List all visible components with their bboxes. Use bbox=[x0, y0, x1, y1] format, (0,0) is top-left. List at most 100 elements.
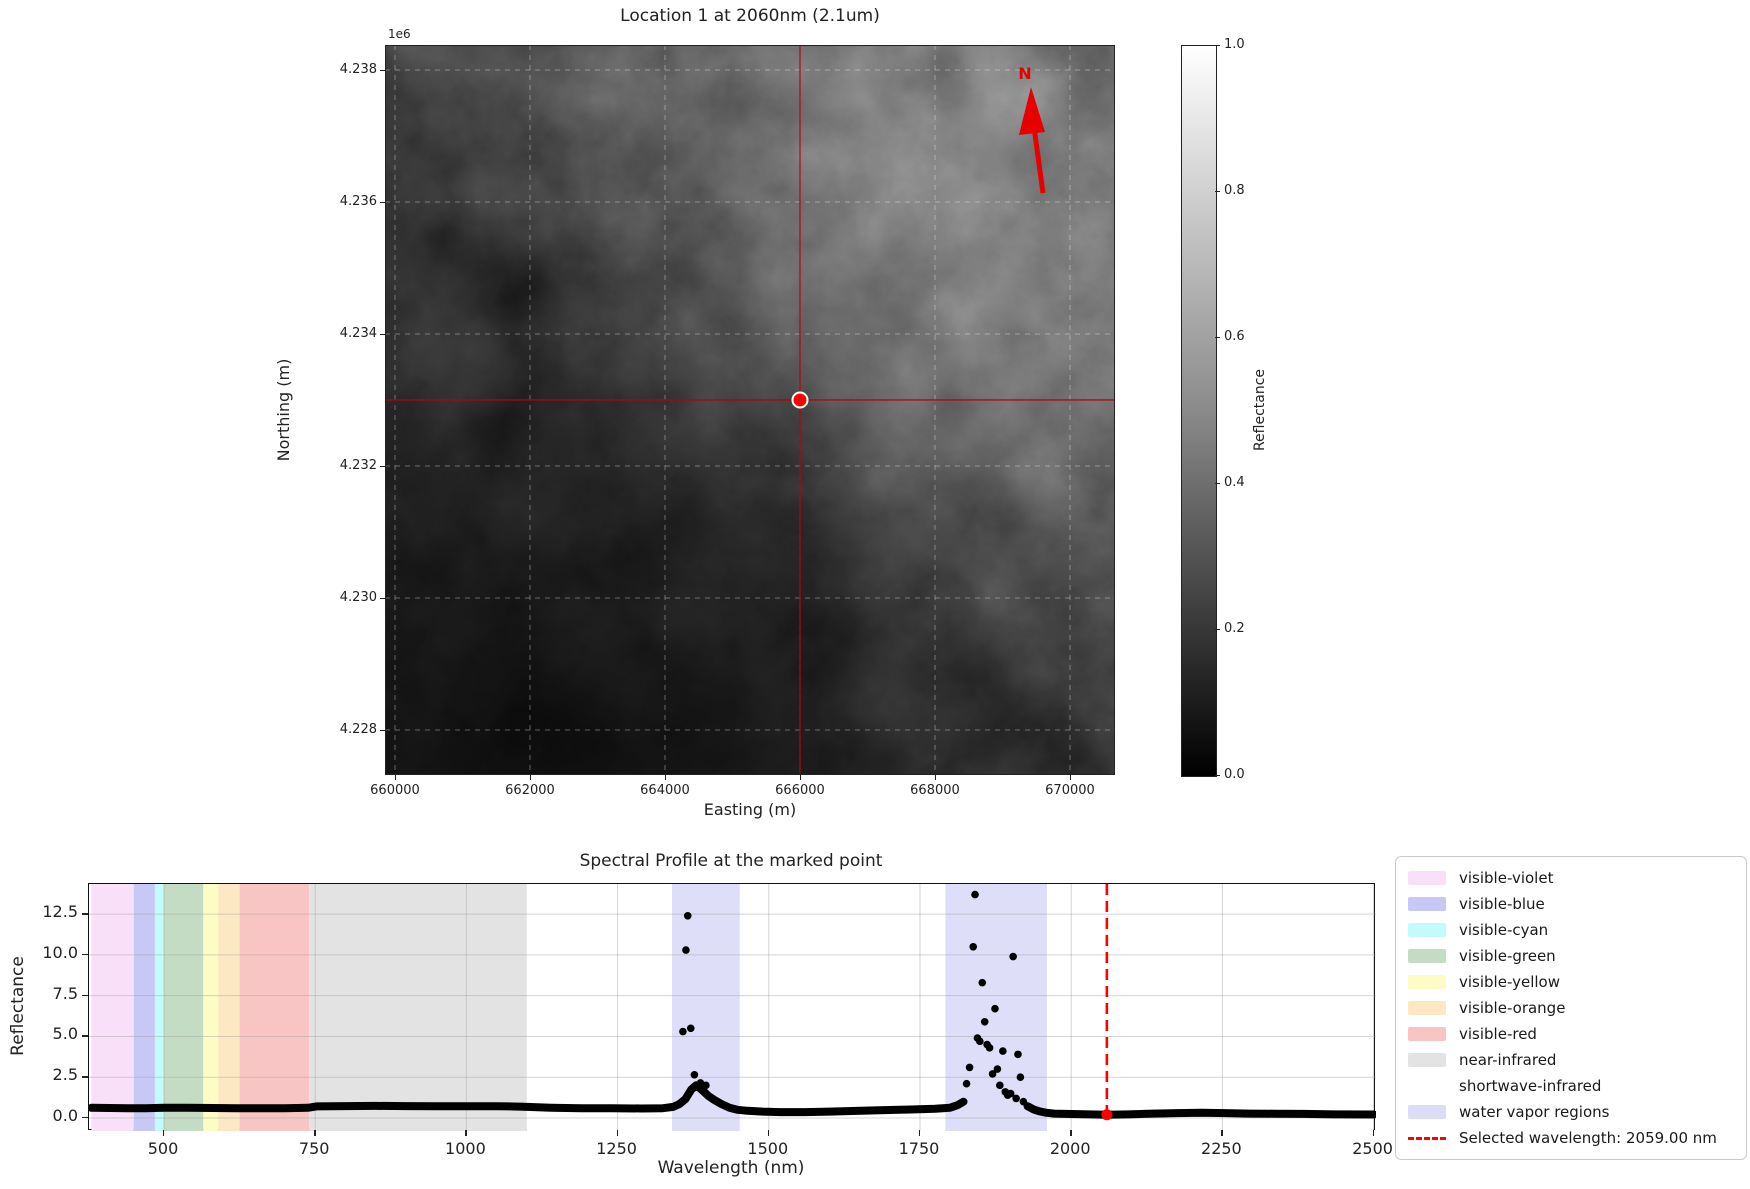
map-xlabel: Easting (m) bbox=[703, 800, 797, 819]
spectrum-baseline-a bbox=[87, 1081, 968, 1117]
spectrum-point bbox=[1012, 1094, 1020, 1103]
spectrum-point bbox=[999, 1047, 1007, 1055]
spec-y-tick-mark bbox=[82, 953, 88, 956]
marked-point[interactable] bbox=[791, 391, 809, 409]
spec-y-tick-label: 10.0 bbox=[42, 942, 78, 962]
map-annotations: N bbox=[385, 45, 1115, 775]
map-x-tick-label: 670000 bbox=[1045, 783, 1095, 798]
spec-x-tick-label: 2250 bbox=[1201, 1139, 1242, 1158]
colorbar-tick-mark bbox=[1215, 337, 1220, 338]
colorbar-tick-label: 0.2 bbox=[1224, 621, 1245, 636]
map-frame bbox=[385, 45, 1115, 775]
north-label: N bbox=[1018, 64, 1031, 83]
spec-y-tick-label: 12.5 bbox=[42, 902, 78, 922]
map-x-tick-label: 660000 bbox=[370, 783, 420, 798]
map-x-tick-mark bbox=[1069, 775, 1071, 780]
band-visible-yellow bbox=[203, 884, 219, 1131]
map-y-tick-label: 4.232 bbox=[339, 457, 377, 473]
band-visible-violet bbox=[91, 884, 134, 1131]
spec-x-tick-mark bbox=[767, 1130, 770, 1136]
map-x-tick-label: 666000 bbox=[775, 783, 825, 798]
spectral-plot-area[interactable] bbox=[87, 883, 1378, 1131]
colorbar-tick-mark bbox=[1215, 483, 1220, 484]
legend-label: near-infrared bbox=[1459, 1051, 1557, 1069]
spec-y-tick-mark bbox=[82, 1116, 88, 1119]
spectrum-point bbox=[988, 1070, 997, 1078]
legend-label: visible-blue bbox=[1459, 895, 1545, 913]
spectrum-point bbox=[996, 1081, 1004, 1090]
legend-item-visible-orange: visible-orange bbox=[1408, 995, 1734, 1021]
spectrum-point bbox=[1019, 1097, 1028, 1106]
map-x-tick-label: 662000 bbox=[505, 783, 555, 798]
band-visible-red bbox=[239, 884, 310, 1131]
map-y-tick-label: 4.238 bbox=[339, 61, 377, 77]
spec-y-tick-label: 0.0 bbox=[52, 1105, 78, 1125]
map-y-offset-label: 1e6 bbox=[388, 27, 411, 41]
spec-x-tick-label: 1750 bbox=[898, 1139, 940, 1158]
map-y-tick-label: 4.236 bbox=[339, 193, 377, 209]
legend-label: water vapor regions bbox=[1459, 1103, 1610, 1121]
spectrum-point bbox=[1009, 952, 1017, 961]
legend-item-selected-wavelength: Selected wavelength: 2059.00 nm bbox=[1408, 1125, 1734, 1151]
spec-y-tick-mark bbox=[82, 1035, 88, 1037]
north-arrow-shaft bbox=[1031, 126, 1046, 194]
colorbar-tick-label: 0.0 bbox=[1224, 767, 1245, 782]
map-y-tick-mark bbox=[380, 69, 385, 71]
map-x-tick-mark bbox=[664, 775, 666, 780]
spec-x-tick-label: 500 bbox=[147, 1139, 179, 1158]
spectrum-point bbox=[980, 1017, 989, 1026]
spec-y-tick-mark bbox=[82, 1076, 88, 1078]
colorbar-tick-label: 0.4 bbox=[1224, 475, 1245, 490]
spec-y-tick-label: 5.0 bbox=[52, 1024, 78, 1044]
colorbar-tick-label: 1.0 bbox=[1224, 37, 1245, 52]
legend-label: shortwave-infrared bbox=[1459, 1077, 1602, 1095]
spectrum-point bbox=[965, 1063, 974, 1072]
map-x-tick-label: 664000 bbox=[640, 783, 690, 798]
spec-x-tick-label: 2000 bbox=[1049, 1139, 1091, 1158]
spec-x-tick-label: 2500 bbox=[1352, 1139, 1393, 1158]
band-near-infrared bbox=[309, 884, 527, 1131]
map-x-tick-label: 668000 bbox=[910, 783, 960, 798]
legend-color-swatch bbox=[1408, 923, 1446, 937]
colorbar-tick-mark bbox=[1215, 45, 1220, 46]
map-image[interactable]: N bbox=[385, 45, 1115, 775]
map-y-tick-mark bbox=[380, 201, 385, 203]
legend-color-swatch bbox=[1408, 1027, 1446, 1041]
legend-label: visible-yellow bbox=[1459, 973, 1560, 991]
legend-color-swatch bbox=[1408, 949, 1446, 963]
spec-x-tick-mark bbox=[1221, 1130, 1223, 1136]
map-y-tick-label: 4.234 bbox=[339, 325, 377, 341]
spectral-chart[interactable] bbox=[87, 884, 1378, 1131]
map-plot-area[interactable]: N bbox=[385, 45, 1115, 775]
spectral-legend: visible-violet visible-blue visible-cyan vi… bbox=[1395, 856, 1747, 1160]
map-title: Location 1 at 2060nm (2.1um) bbox=[620, 6, 880, 26]
selected-wavelength-point[interactable] bbox=[1101, 1109, 1113, 1121]
north-arrow-head bbox=[1019, 87, 1045, 135]
band-visible-cyan bbox=[154, 884, 164, 1131]
spectrum-point bbox=[679, 1027, 687, 1036]
spec-x-tick-mark bbox=[162, 1130, 165, 1136]
map-x-tick-mark bbox=[529, 775, 531, 780]
colorbar-tick-mark bbox=[1215, 191, 1220, 192]
legend-item-visible-violet: visible-violet bbox=[1408, 865, 1734, 891]
legend-item-visible-red: visible-red bbox=[1408, 1021, 1734, 1047]
map-y-tick-mark bbox=[380, 333, 385, 335]
spec-y-tick-mark bbox=[82, 994, 88, 997]
spectrum-point bbox=[978, 978, 987, 987]
map-y-tick-mark bbox=[380, 729, 385, 731]
map-x-tick-mark bbox=[394, 775, 396, 780]
legend-dash-swatch bbox=[1408, 1136, 1446, 1140]
legend-item-visible-green: visible-green bbox=[1408, 943, 1734, 969]
map-y-tick-mark bbox=[380, 465, 385, 467]
spec-x-tick-label: 1000 bbox=[445, 1139, 486, 1158]
legend-label: Selected wavelength: 2059.00 nm bbox=[1459, 1129, 1717, 1147]
spec-y-tick-label: 7.5 bbox=[52, 983, 78, 1003]
map-ylabel: Northing (m) bbox=[274, 358, 293, 462]
spectral-xlabel: Wavelength (nm) bbox=[657, 1158, 805, 1178]
spectrum-point bbox=[1016, 1073, 1025, 1081]
colorbar-tick-mark bbox=[1215, 775, 1220, 776]
colorbar-tick-label: 0.6 bbox=[1224, 329, 1245, 344]
map-x-tick-mark bbox=[934, 775, 936, 780]
spectrum-point bbox=[969, 942, 978, 951]
spectrum-point bbox=[702, 1081, 710, 1090]
